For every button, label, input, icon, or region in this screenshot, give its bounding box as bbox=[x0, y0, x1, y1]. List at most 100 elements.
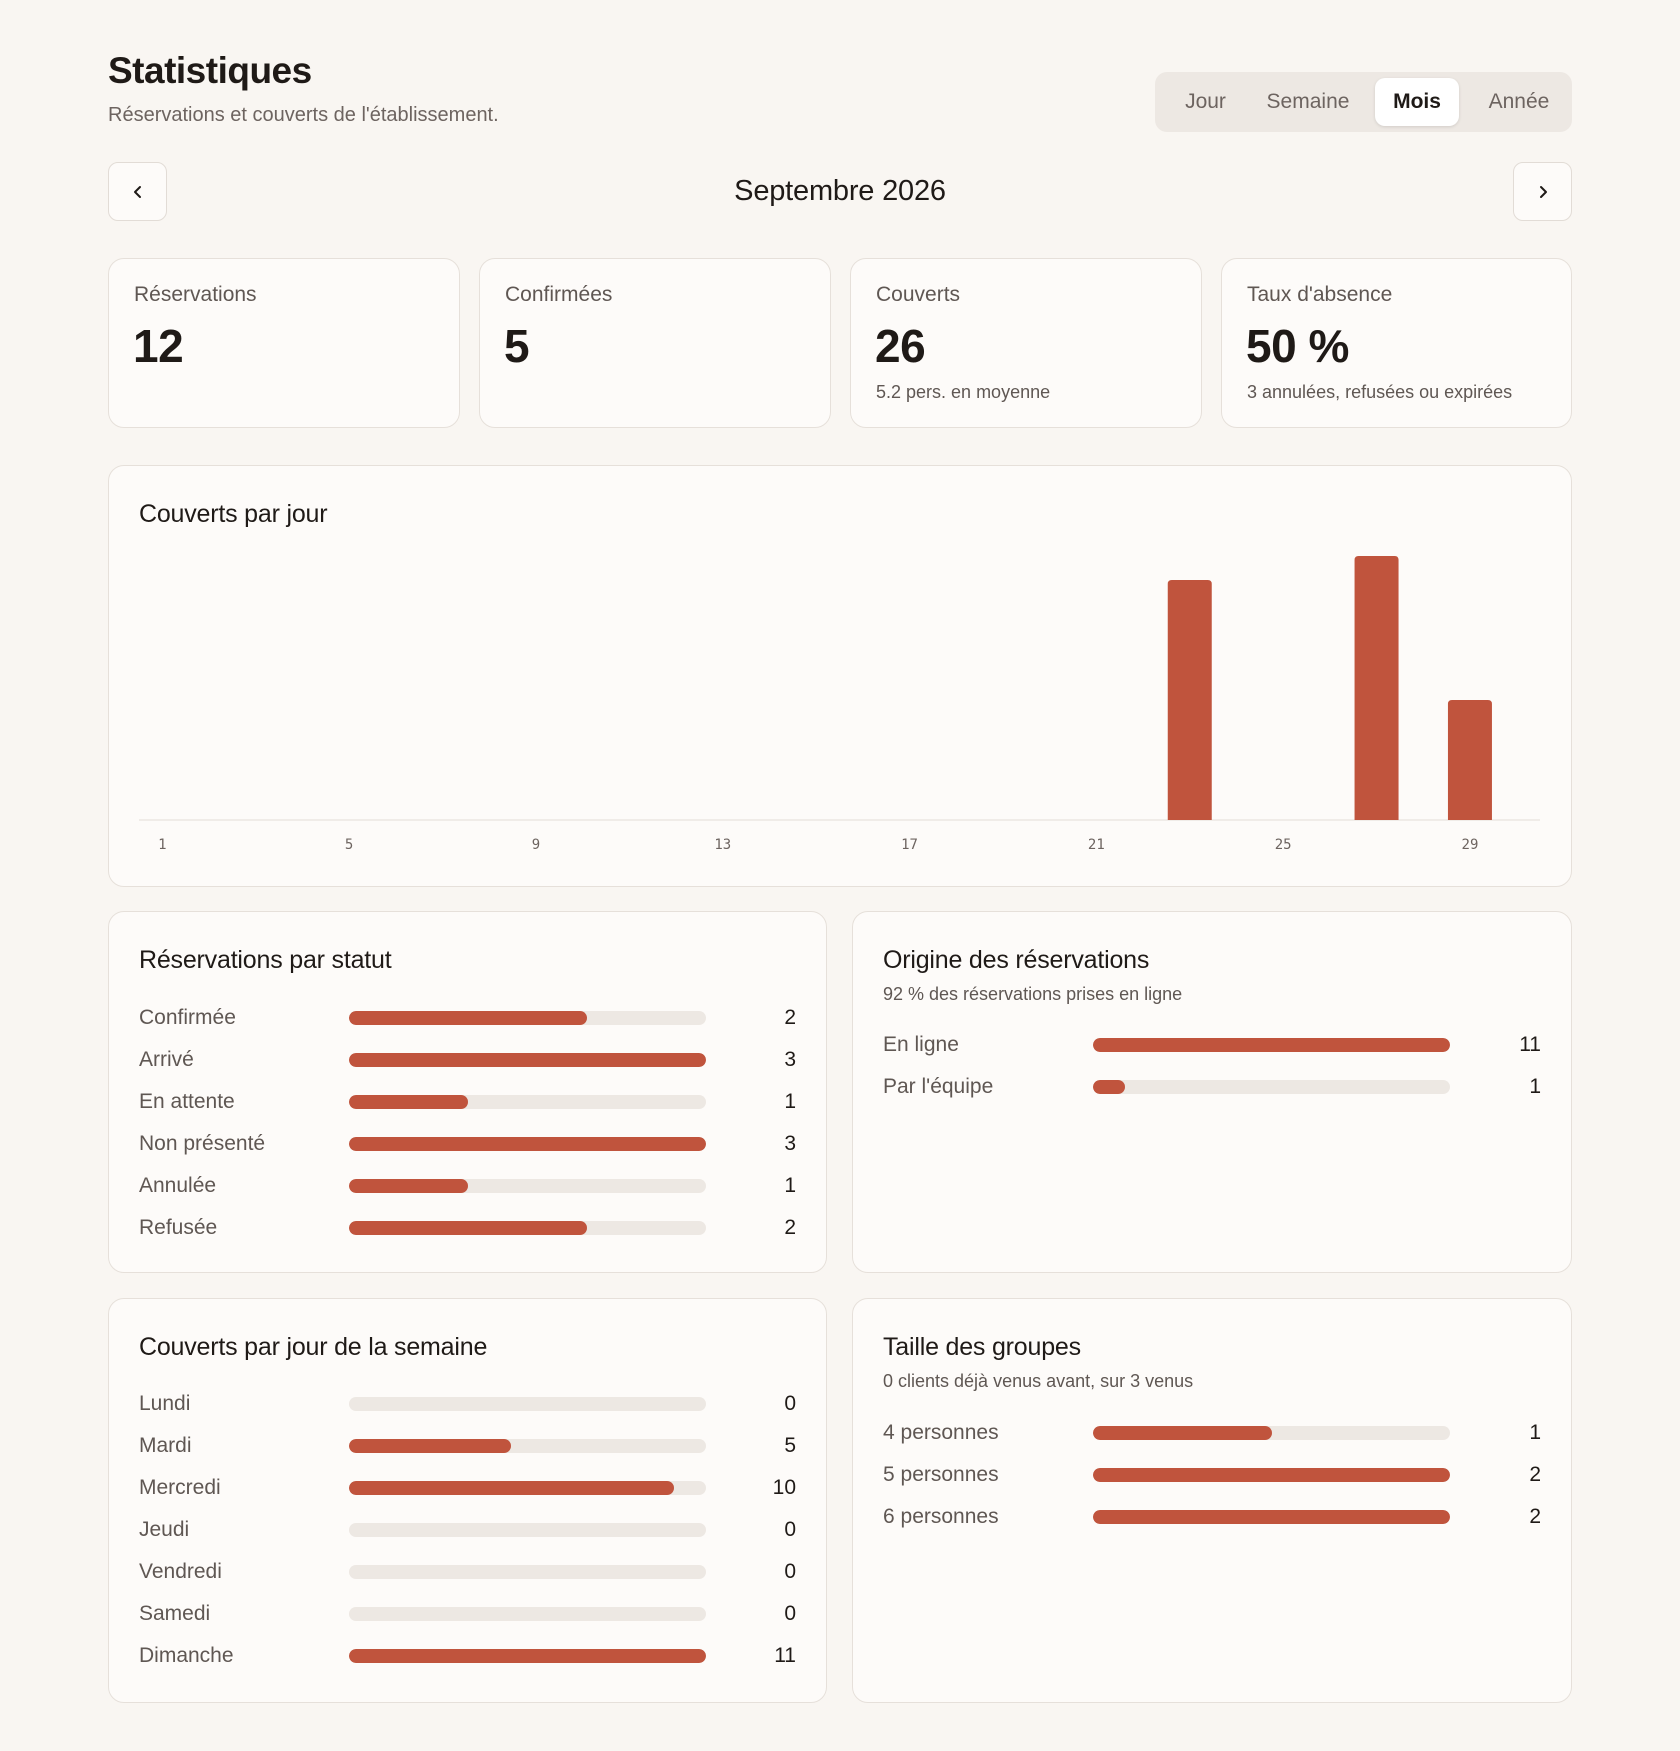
bar-track bbox=[349, 1397, 706, 1411]
bar-row-value: 1 bbox=[1529, 1075, 1541, 1098]
group-size-panel: Taille des groupes 0 clients déjà venus … bbox=[852, 1298, 1572, 1703]
kpi-subtext: 3 annulées, refusées ou expirées bbox=[1247, 382, 1513, 402]
weekday-rows: Lundi 0 Mardi 5 Mercredi 10 Jeudi 0 Vendredi 0 Sam… bbox=[139, 1383, 796, 1677]
bar-row-value: 0 bbox=[784, 1602, 796, 1625]
x-tick-label: 25 bbox=[1275, 837, 1292, 853]
bar-row: Mardi 5 bbox=[139, 1425, 796, 1467]
bar-track bbox=[349, 1221, 706, 1235]
bar-track bbox=[349, 1523, 706, 1537]
bar-track bbox=[349, 1011, 706, 1025]
bar-row-label: Jeudi bbox=[139, 1518, 190, 1541]
bar-row: Lundi 0 bbox=[139, 1383, 796, 1425]
card-subtitle: 0 clients déjà venus avant, sur 3 venus bbox=[883, 1371, 1194, 1391]
kpi-label: Couverts bbox=[876, 283, 961, 306]
bar-row-label: Non présenté bbox=[139, 1132, 266, 1155]
bar-row-value: 1 bbox=[1529, 1421, 1541, 1444]
kpi-value: 12 bbox=[133, 320, 184, 372]
bar-row-label: Vendredi bbox=[139, 1560, 222, 1583]
tab-annee[interactable]: Année bbox=[1488, 90, 1550, 113]
x-tick-label: 17 bbox=[901, 837, 918, 853]
bar-row: En attente 1 bbox=[139, 1081, 796, 1123]
bar-row-value: 5 bbox=[784, 1434, 796, 1457]
origin-panel: Origine des réservations 92 % des réserv… bbox=[852, 911, 1572, 1273]
bar-row-value: 3 bbox=[784, 1048, 796, 1071]
bar-row-label: En ligne bbox=[883, 1033, 959, 1056]
card-title: Couverts par jour bbox=[139, 500, 328, 528]
kpi-value: 50 % bbox=[1246, 320, 1349, 372]
bar-row: Annulée 1 bbox=[139, 1165, 796, 1207]
bar-row-value: 10 bbox=[772, 1476, 796, 1499]
chart-bar-day-27 bbox=[1354, 556, 1399, 820]
bar-row-value: 0 bbox=[784, 1518, 796, 1541]
bar-row-label: En attente bbox=[139, 1090, 235, 1113]
chart-bar-day-23 bbox=[1167, 580, 1212, 820]
bar-track bbox=[1093, 1510, 1450, 1524]
weekday-panel: Couverts par jour de la semaine Lundi 0 Ma… bbox=[108, 1298, 827, 1703]
bar-row: Confirmée 2 bbox=[139, 997, 796, 1039]
bar-fill bbox=[349, 1481, 674, 1495]
bar-track bbox=[1093, 1080, 1450, 1094]
x-tick-label: 5 bbox=[345, 837, 353, 853]
bar-row: Mercredi 10 bbox=[139, 1467, 796, 1509]
bar-row-label: Mardi bbox=[139, 1434, 192, 1457]
previous-month-button[interactable] bbox=[108, 162, 167, 221]
tab-jour[interactable]: Jour bbox=[1185, 90, 1226, 113]
bar-track bbox=[349, 1565, 706, 1579]
bar-track bbox=[1093, 1038, 1450, 1052]
bar-track bbox=[349, 1649, 706, 1663]
card-title: Couverts par jour de la semaine bbox=[139, 1333, 488, 1361]
bar-track bbox=[1093, 1426, 1450, 1440]
bar-row-value: 1 bbox=[784, 1090, 796, 1113]
bar-row: Samedi 0 bbox=[139, 1593, 796, 1635]
bar-fill bbox=[349, 1095, 468, 1109]
daily-covers-chart: 1 5 9 13 17 21 25 29 bbox=[139, 556, 1540, 853]
group-size-rows: 4 personnes 1 5 personnes 2 6 personnes 2 bbox=[883, 1412, 1541, 1538]
bar-fill bbox=[349, 1137, 706, 1151]
bar-row-label: Annulée bbox=[139, 1174, 217, 1197]
x-tick-label: 9 bbox=[532, 837, 540, 853]
bar-fill bbox=[349, 1011, 587, 1025]
kpi-label: Confirmées bbox=[505, 283, 613, 306]
bar-track bbox=[1093, 1468, 1450, 1482]
tab-semaine[interactable]: Semaine bbox=[1266, 90, 1350, 113]
bar-row: Arrivé 3 bbox=[139, 1039, 796, 1081]
card-title: Réservations par statut bbox=[139, 946, 392, 974]
bar-row-label: 4 personnes bbox=[883, 1421, 999, 1444]
bar-row-label: Arrivé bbox=[139, 1048, 194, 1071]
bar-row-label: Samedi bbox=[139, 1602, 211, 1625]
bar-row-label: Lundi bbox=[139, 1392, 191, 1415]
origin-rows: En ligne 11 Par l'équipe 1 bbox=[883, 1024, 1541, 1108]
bar-row-label: Mercredi bbox=[139, 1476, 221, 1499]
page-title: Statistiques bbox=[108, 50, 312, 91]
bar-row-value: 2 bbox=[1529, 1463, 1541, 1486]
bar-row: 6 personnes 2 bbox=[883, 1496, 1541, 1538]
bar-row: Jeudi 0 bbox=[139, 1509, 796, 1551]
card-title: Origine des réservations bbox=[883, 946, 1150, 974]
bar-row-label: Dimanche bbox=[139, 1644, 234, 1667]
bar-row: 4 personnes 1 bbox=[883, 1412, 1541, 1454]
bar-fill bbox=[1093, 1468, 1450, 1482]
x-tick-label: 13 bbox=[714, 837, 731, 853]
bar-row-value: 0 bbox=[784, 1560, 796, 1583]
bar-track bbox=[349, 1179, 706, 1193]
bar-row: Par l'équipe 1 bbox=[883, 1066, 1541, 1108]
chevron-right-icon bbox=[1539, 185, 1547, 198]
card-title: Taille des groupes bbox=[883, 1333, 1081, 1361]
kpi-card-taux-absence: Taux d'absence 50 % 3 annulées, refusées… bbox=[1221, 258, 1572, 428]
bar-row-value: 11 bbox=[774, 1644, 796, 1667]
bar-row-label: 6 personnes bbox=[883, 1505, 999, 1528]
status-panel: Réservations par statut Confirmée 2 Arrivé… bbox=[108, 911, 827, 1273]
bar-row-value: 2 bbox=[1529, 1505, 1541, 1528]
bar-track bbox=[349, 1095, 706, 1109]
bar-fill bbox=[349, 1179, 468, 1193]
bar-track bbox=[349, 1053, 706, 1067]
bar-fill bbox=[349, 1649, 706, 1663]
bar-row: Dimanche 11 bbox=[139, 1635, 796, 1677]
bar-fill bbox=[349, 1053, 706, 1067]
tab-mois[interactable]: Mois bbox=[1375, 78, 1459, 126]
bar-row: Non présenté 3 bbox=[139, 1123, 796, 1165]
next-month-button[interactable] bbox=[1513, 162, 1572, 221]
current-month-label: Septembre 2026 bbox=[734, 175, 946, 207]
bar-fill bbox=[349, 1439, 512, 1453]
